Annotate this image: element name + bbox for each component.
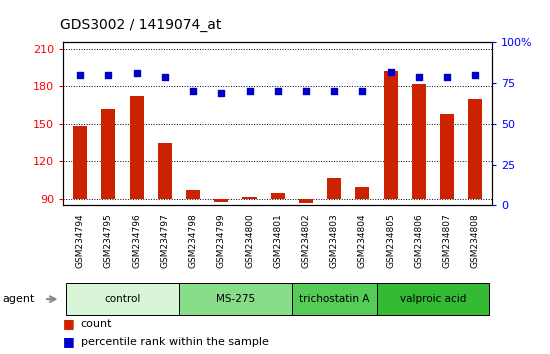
Bar <box>377 283 490 315</box>
Point <box>132 70 141 76</box>
Bar <box>214 199 228 201</box>
Point <box>161 74 169 80</box>
Bar <box>412 84 426 199</box>
Text: ■: ■ <box>63 318 75 330</box>
Bar <box>299 199 313 203</box>
Bar <box>271 193 285 199</box>
Bar <box>179 283 292 315</box>
Point <box>471 72 480 78</box>
Bar <box>243 196 257 199</box>
Point <box>76 72 85 78</box>
Text: GSM234795: GSM234795 <box>104 213 113 268</box>
Point <box>301 88 310 94</box>
Bar <box>355 187 370 199</box>
Text: agent: agent <box>3 294 35 304</box>
Point <box>415 74 424 80</box>
Point <box>217 90 226 96</box>
Text: valproic acid: valproic acid <box>400 294 466 304</box>
Text: GSM234802: GSM234802 <box>301 213 310 268</box>
Point <box>189 88 197 94</box>
Text: GSM234804: GSM234804 <box>358 213 367 268</box>
Text: GSM234807: GSM234807 <box>443 213 452 268</box>
Text: ■: ■ <box>63 335 75 348</box>
Bar <box>440 114 454 199</box>
Text: trichostatin A: trichostatin A <box>299 294 370 304</box>
Text: GSM234801: GSM234801 <box>273 213 282 268</box>
Bar <box>158 143 172 199</box>
Text: MS-275: MS-275 <box>216 294 255 304</box>
Text: GSM234805: GSM234805 <box>386 213 395 268</box>
Bar <box>186 190 200 199</box>
Point <box>330 88 339 94</box>
Text: GSM234798: GSM234798 <box>189 213 197 268</box>
Point <box>245 88 254 94</box>
Text: GSM234799: GSM234799 <box>217 213 226 268</box>
Bar <box>101 109 116 199</box>
Bar <box>383 71 398 199</box>
Point <box>104 72 113 78</box>
Bar <box>73 126 87 199</box>
Bar <box>66 283 179 315</box>
Text: GSM234797: GSM234797 <box>161 213 169 268</box>
Point <box>386 69 395 75</box>
Bar <box>130 96 144 199</box>
Bar <box>292 283 377 315</box>
Point <box>358 88 367 94</box>
Text: count: count <box>81 319 112 329</box>
Text: GSM234806: GSM234806 <box>414 213 424 268</box>
Point <box>273 88 282 94</box>
Text: control: control <box>104 294 141 304</box>
Text: GSM234796: GSM234796 <box>132 213 141 268</box>
Text: GDS3002 / 1419074_at: GDS3002 / 1419074_at <box>60 18 222 32</box>
Text: percentile rank within the sample: percentile rank within the sample <box>81 337 269 347</box>
Text: GSM234808: GSM234808 <box>471 213 480 268</box>
Text: GSM234803: GSM234803 <box>329 213 339 268</box>
Text: GSM234800: GSM234800 <box>245 213 254 268</box>
Bar <box>327 178 341 199</box>
Text: GSM234794: GSM234794 <box>76 213 85 268</box>
Point <box>443 74 452 80</box>
Bar <box>468 99 482 199</box>
